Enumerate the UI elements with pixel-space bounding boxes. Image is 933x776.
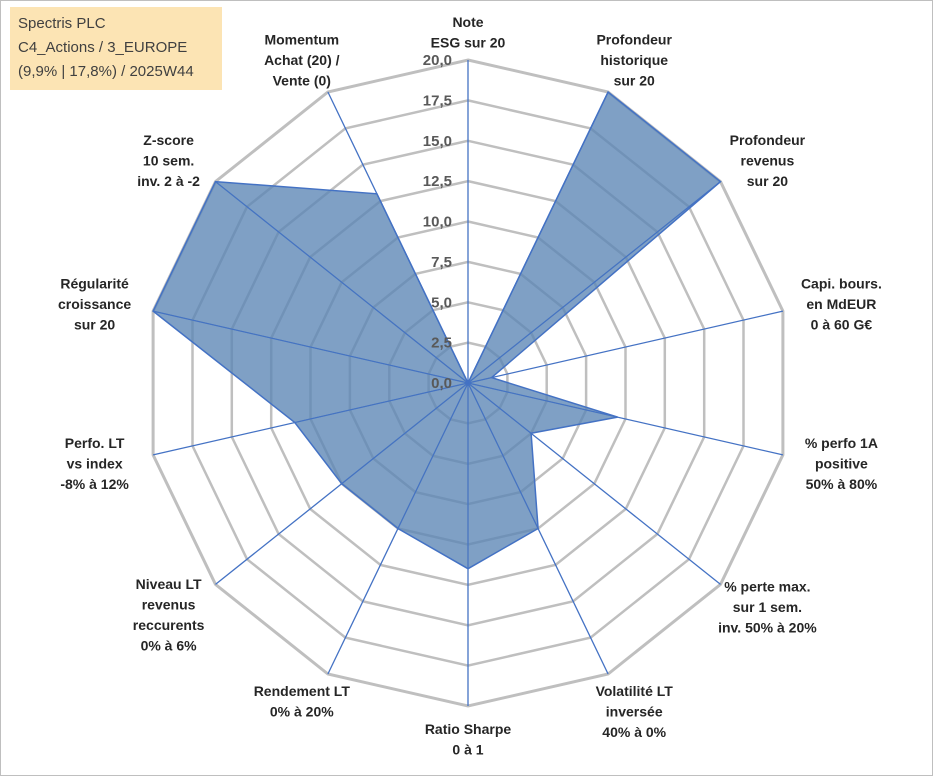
axis-label-line: revenus	[142, 596, 196, 612]
axis-label: Profondeur historique sur 20	[596, 32, 672, 89]
axis-label-line: Momentum	[264, 32, 339, 48]
axis-label: Z-score 10 sem. inv. 2 à -2	[137, 132, 200, 189]
axis-label-line: 10 sem.	[143, 152, 194, 168]
axis-label: Ratio Sharpe 0 à 1	[425, 721, 512, 758]
series-spoke	[467, 377, 492, 384]
axis-label-line: reccurents	[133, 617, 205, 633]
radar-spoke	[467, 310, 784, 384]
axis-label-line: 0% à 6%	[141, 637, 198, 653]
series-spoke	[215, 181, 469, 384]
axis-label-line: Profondeur	[596, 32, 672, 48]
tick-label: 7,5	[431, 254, 452, 271]
portfolio-category: C4_Actions / 3_EUROPE	[18, 39, 188, 56]
axis-label-line: -8% à 12%	[60, 476, 129, 492]
axis-label-line: Rendement LT	[254, 683, 351, 699]
axis-label: Niveau LT revenus reccurents 0% à 6%	[133, 576, 205, 654]
axis-label-line: vs index	[67, 456, 123, 472]
radar-series	[152, 90, 722, 570]
axis-label-line: inv. 50% à 20%	[718, 620, 817, 636]
series-spoke	[467, 181, 721, 384]
axis-label-line: inv. 2 à -2	[137, 173, 200, 189]
tick-label: 2,5	[431, 335, 452, 352]
axis-label-line: sur 20	[614, 73, 655, 89]
axis-label-line: Achat (20) /	[264, 52, 340, 68]
axis-label-line: historique	[600, 52, 668, 68]
radar-tick-labels: 0,0 2,5 5,0 7,5 10,0 12,5 15,0 17,5 20,0	[423, 52, 452, 392]
series-spoke	[152, 310, 469, 384]
axis-label: Note ESG sur 20	[431, 14, 506, 51]
axis-label-line: 0% à 20%	[270, 704, 334, 720]
series-spoke	[397, 382, 469, 529]
axis-label: % perte max. sur 1 sem. inv. 50% à 20%	[718, 579, 817, 636]
tick-label: 10,0	[423, 214, 452, 231]
series-spoke	[467, 382, 532, 434]
series-spoke	[376, 193, 469, 384]
axis-label-line: Niveau LT	[136, 576, 202, 592]
axis-label-line: % perte max.	[724, 579, 810, 595]
axis-label-line: Capi. bours.	[801, 276, 882, 292]
axis-label: Momentum Achat (20) / Vente (0)	[264, 32, 340, 89]
axis-label-line: croissance	[58, 296, 131, 312]
tick-label: 5,0	[431, 294, 452, 311]
axis-label-line: 0 à 60 G€	[811, 317, 873, 333]
axis-label-line: en MdEUR	[806, 296, 876, 312]
axis-label: Capi. bours. en MdEUR 0 à 60 G€	[801, 276, 882, 333]
axis-label: Volatilité LT inversée 40% à 0%	[596, 683, 674, 740]
axis-label-line: 50% à 80%	[806, 476, 878, 492]
tick-label: 0,0	[431, 375, 452, 392]
tick-label: 20,0	[423, 52, 452, 69]
axis-label-line: % perfo 1A	[805, 435, 878, 451]
axis-label-line: Note	[452, 14, 483, 30]
series-spoke	[341, 382, 469, 485]
axis-label: Profondeur revenus sur 20	[730, 132, 806, 189]
info-box: Spectris PLC C4_Actions / 3_EUROPE (9,9%…	[10, 7, 222, 90]
tick-label: 12,5	[423, 173, 452, 190]
axis-label-line: Z-score	[143, 132, 194, 148]
axis-label: Rendement LT 0% à 20%	[254, 683, 351, 720]
tick-label: 17,5	[423, 92, 452, 109]
company-name: Spectris PLC	[18, 15, 106, 32]
axis-label-line: inversée	[606, 704, 663, 720]
axis-label-line: revenus	[741, 152, 795, 168]
axis-label-line: sur 1 sem.	[733, 599, 802, 615]
series-spoke	[467, 91, 609, 384]
radar-axis-labels: Note ESG sur 20 Profondeur historique sur 20…	[58, 14, 882, 758]
axis-label: Perfo. LT vs index -8% à 12%	[60, 435, 129, 492]
axis-label-line: Perfo. LT	[65, 435, 125, 451]
axis-label-line: 40% à 0%	[602, 724, 666, 740]
axis-label-line: positive	[815, 456, 868, 472]
axis-label-line: Profondeur	[730, 132, 806, 148]
axis-label-line: Volatilité LT	[596, 683, 674, 699]
axis-label-line: 0 à 1	[452, 742, 483, 758]
axis-label-line: Régularité	[60, 276, 129, 292]
series-spoke	[467, 382, 618, 418]
axis-label-line: sur 20	[747, 173, 788, 189]
axis-label: Régularité croissance sur 20	[58, 276, 131, 333]
axis-label-line: ESG sur 20	[431, 35, 506, 51]
performance-week: (9,9% | 17,8%) / 2025W44	[18, 63, 194, 80]
series-spoke	[467, 382, 539, 529]
axis-label-line: sur 20	[74, 317, 115, 333]
axis-label-line: Ratio Sharpe	[425, 721, 512, 737]
axis-label: % perfo 1A positive 50% à 80%	[805, 435, 878, 492]
series-spoke	[294, 382, 469, 423]
tick-label: 15,0	[423, 133, 452, 150]
axis-label-line: Vente (0)	[273, 73, 331, 89]
